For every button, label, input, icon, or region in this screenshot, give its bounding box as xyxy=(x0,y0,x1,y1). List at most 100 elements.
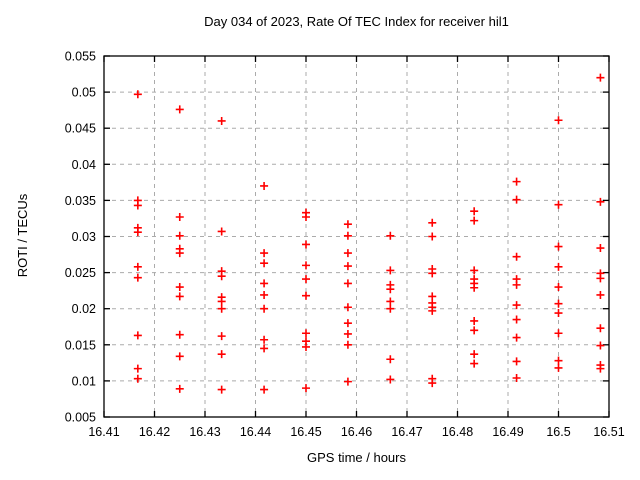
data-point-marker xyxy=(217,350,226,359)
data-point-marker xyxy=(343,249,352,258)
svg-text:0.02: 0.02 xyxy=(72,302,96,316)
x-tick-labels: 16.41 16.42 16.43 16.44 16.45 16.46 16.47 16.48… xyxy=(88,425,624,439)
data-point-marker xyxy=(175,292,184,301)
data-point-marker xyxy=(343,329,352,338)
data-point-marker xyxy=(302,213,310,222)
data-point-marker xyxy=(554,309,563,318)
data-point-marker xyxy=(133,331,142,340)
data-point-marker xyxy=(302,261,310,270)
svg-text:16.41: 16.41 xyxy=(88,425,119,439)
svg-text:16.51: 16.51 xyxy=(593,425,624,439)
data-point-marker xyxy=(596,197,605,206)
data-point-marker xyxy=(343,340,352,349)
data-point-marker xyxy=(343,279,352,288)
data-point-marker xyxy=(386,355,395,364)
data-point-marker xyxy=(428,306,437,315)
data-point-marker xyxy=(175,352,184,361)
data-point-marker xyxy=(302,275,310,284)
data-point-marker xyxy=(512,301,521,310)
data-point-marker xyxy=(386,231,395,240)
svg-text:0.01: 0.01 xyxy=(72,374,96,388)
data-point-marker xyxy=(596,364,605,373)
data-point-marker xyxy=(596,324,605,333)
data-point-marker xyxy=(386,375,395,384)
data-point-marker xyxy=(302,291,310,300)
data-point-marker xyxy=(260,249,269,258)
data-point-marker xyxy=(133,262,142,271)
data-point-marker xyxy=(554,299,563,308)
data-point-marker xyxy=(512,374,521,383)
data-point-marker xyxy=(512,252,521,261)
data-point-marker xyxy=(260,290,269,299)
data-point-marker xyxy=(343,303,352,312)
svg-text:0.025: 0.025 xyxy=(65,266,96,280)
data-point-marker xyxy=(554,356,563,365)
data-point-marker xyxy=(217,332,226,341)
data-point-marker xyxy=(554,262,563,271)
data-point-marker xyxy=(596,244,605,253)
data-point-marker xyxy=(302,342,310,351)
data-point-marker xyxy=(133,273,142,282)
x-axis-label: GPS time / hours xyxy=(307,450,406,465)
data-point-marker xyxy=(428,269,437,278)
data-point-marker xyxy=(175,384,184,393)
svg-text:0.04: 0.04 xyxy=(72,158,96,172)
data-point-marker xyxy=(343,377,352,386)
data-point-marker xyxy=(217,227,226,236)
data-points xyxy=(133,73,605,394)
data-point-marker xyxy=(428,379,437,388)
svg-text:0.045: 0.045 xyxy=(65,122,96,136)
svg-text:16.48: 16.48 xyxy=(442,425,473,439)
data-point-marker xyxy=(512,195,521,204)
data-point-marker xyxy=(343,319,352,328)
data-point-marker xyxy=(512,315,521,324)
data-point-marker xyxy=(512,357,521,366)
y-axis-label: ROTI / TECUs xyxy=(15,193,30,278)
data-point-marker xyxy=(133,201,142,210)
chart-title: Day 034 of 2023, Rate Of TEC Index for r… xyxy=(204,14,509,29)
data-point-marker xyxy=(386,266,395,275)
data-point-marker xyxy=(470,316,479,325)
data-point-marker xyxy=(470,359,479,368)
data-point-marker xyxy=(554,200,563,209)
svg-text:16.42: 16.42 xyxy=(139,425,170,439)
svg-text:0.015: 0.015 xyxy=(65,338,96,352)
data-point-marker xyxy=(133,364,142,373)
data-point-marker xyxy=(386,285,395,294)
data-point-marker xyxy=(260,304,269,313)
data-point-marker xyxy=(260,279,269,288)
svg-text:16.47: 16.47 xyxy=(391,425,422,439)
data-point-marker xyxy=(260,181,269,190)
data-point-marker xyxy=(512,333,521,342)
data-point-marker xyxy=(512,280,521,289)
data-point-marker xyxy=(470,326,479,335)
data-point-marker xyxy=(428,218,437,227)
svg-text:0.035: 0.035 xyxy=(65,194,96,208)
data-point-marker xyxy=(175,105,184,114)
data-point-marker xyxy=(343,262,352,271)
svg-text:16.46: 16.46 xyxy=(341,425,372,439)
data-point-marker xyxy=(260,335,269,344)
data-point-marker xyxy=(470,266,479,275)
data-point-marker xyxy=(596,341,605,350)
svg-text:0.03: 0.03 xyxy=(72,230,96,244)
svg-text:16.5: 16.5 xyxy=(546,425,570,439)
svg-text:16.45: 16.45 xyxy=(290,425,321,439)
data-point-marker xyxy=(217,116,226,125)
svg-text:0.05: 0.05 xyxy=(72,86,96,100)
data-point-marker xyxy=(343,220,352,229)
data-point-marker xyxy=(512,177,521,186)
data-point-marker xyxy=(217,297,226,306)
data-point-marker xyxy=(175,249,184,258)
data-point-marker xyxy=(217,272,226,281)
data-point-marker xyxy=(470,350,479,359)
data-point-marker xyxy=(386,297,395,306)
axes xyxy=(103,55,610,418)
data-point-marker xyxy=(343,231,352,240)
data-point-marker xyxy=(554,329,563,338)
data-point-marker xyxy=(260,259,269,268)
svg-text:0.055: 0.055 xyxy=(65,50,96,64)
svg-text:0.005: 0.005 xyxy=(65,411,96,425)
data-point-marker xyxy=(554,116,563,125)
